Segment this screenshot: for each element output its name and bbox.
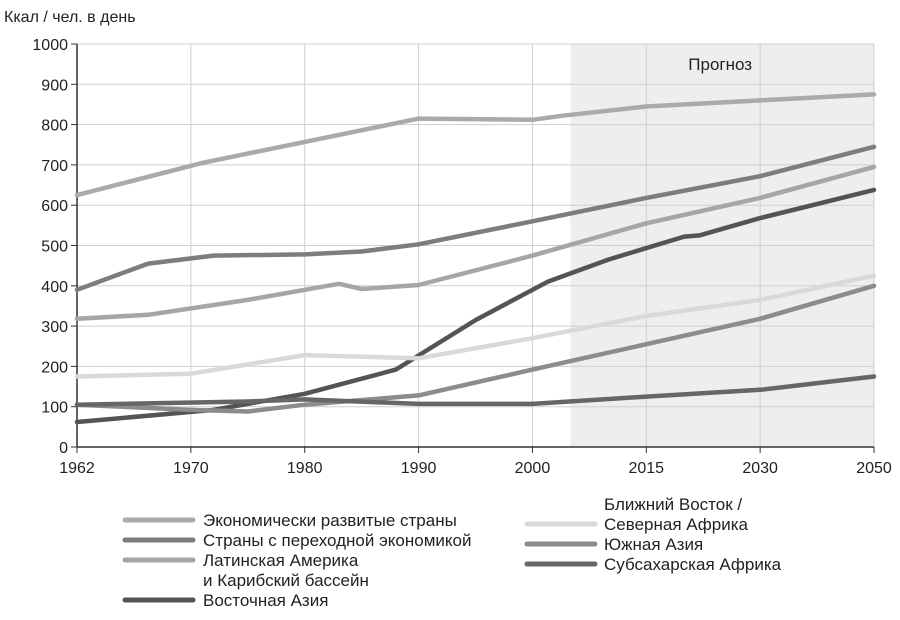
series-line bbox=[74, 273, 877, 379]
legend-label: Южная Азия bbox=[604, 535, 703, 554]
x-tick-label: 2000 bbox=[515, 460, 551, 477]
series-line bbox=[74, 164, 877, 322]
y-tick-label: 600 bbox=[41, 198, 68, 215]
legend-label: Экономически развитые страны bbox=[203, 511, 457, 530]
legend-label: Субсахарская Африка bbox=[604, 555, 782, 574]
legend-label: Страны с переходной экономикой bbox=[203, 531, 471, 550]
legend-label: Ближний Восток / Северная Африка bbox=[604, 495, 749, 534]
legend-label: Латинская Америка и Карибский бассейн bbox=[203, 551, 369, 590]
y-tick-label: 100 bbox=[41, 400, 68, 417]
y-tick-label: 400 bbox=[41, 279, 68, 296]
y-tick-label: 500 bbox=[41, 239, 68, 256]
series-line bbox=[74, 92, 877, 198]
series-line bbox=[74, 283, 877, 414]
y-tick-label: 900 bbox=[41, 77, 68, 94]
series-line bbox=[74, 374, 877, 407]
x-tick-label: 1990 bbox=[401, 460, 437, 477]
axes: 0 100 200 300 400 500 600 700 800 900 1000 1962 1970… bbox=[32, 37, 891, 477]
series-line bbox=[74, 144, 877, 293]
y-tick-label: 700 bbox=[41, 158, 68, 175]
y-axis-title: Ккал / чел. в день bbox=[4, 9, 136, 26]
y-tick-label: 300 bbox=[41, 319, 68, 336]
x-tick-label: 1962 bbox=[59, 460, 95, 477]
y-tick-label: 800 bbox=[41, 118, 68, 135]
x-tick-label: 2015 bbox=[628, 460, 664, 477]
x-tick-label: 1980 bbox=[287, 460, 323, 477]
forecast-label: Прогноз bbox=[688, 55, 752, 74]
x-tick-label: 2030 bbox=[742, 460, 778, 477]
y-tick-label: 1000 bbox=[32, 37, 68, 54]
legend-label: Восточная Азия bbox=[203, 591, 328, 610]
y-tick-label: 0 bbox=[59, 440, 68, 457]
x-tick-label: 2050 bbox=[856, 460, 892, 477]
y-tick-label: 200 bbox=[41, 359, 68, 376]
x-tick-label: 1970 bbox=[173, 460, 209, 477]
series-layer bbox=[74, 92, 877, 425]
